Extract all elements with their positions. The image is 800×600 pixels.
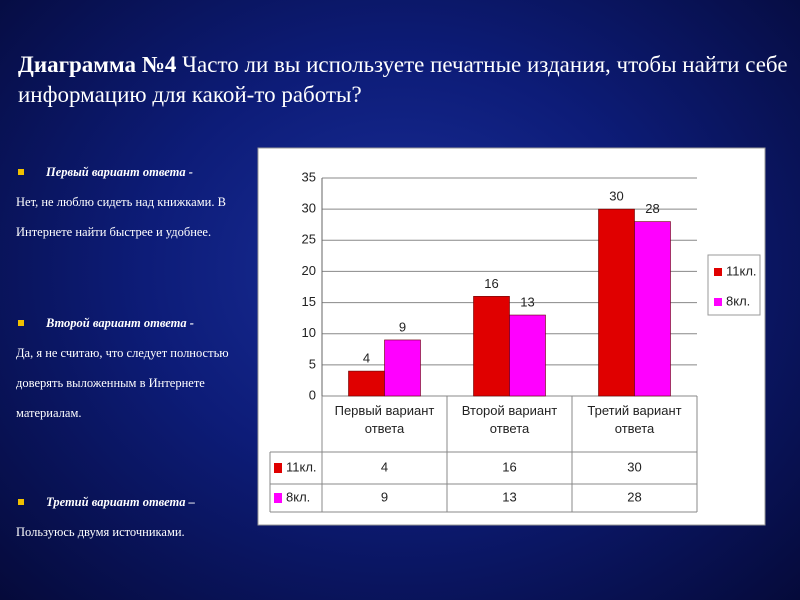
legend-key (714, 268, 722, 276)
bullet: Первый вариант ответа - Нет, не люблю сид… (16, 157, 256, 247)
y-tick-label: 10 (302, 325, 316, 340)
bullet-text: Да, я не считаю, что следует полностью д… (16, 346, 229, 420)
bullet-head: Третий вариант ответа – (16, 487, 256, 517)
legend-key (274, 493, 282, 503)
bar (509, 314, 546, 397)
bar (634, 221, 671, 397)
bullet-head: Первый вариант ответа - (16, 157, 256, 187)
y-tick-label: 15 (302, 294, 316, 309)
y-tick-label: 20 (302, 263, 316, 278)
table-row-label: 11кл. (286, 459, 317, 474)
data-label: 13 (520, 294, 534, 309)
legend-key (714, 298, 722, 306)
bullet-head: Второй вариант ответа - (16, 308, 256, 338)
table-value: 16 (502, 459, 516, 474)
bullet-text: Пользуюсь двумя источниками. (16, 525, 185, 539)
table-value: 30 (627, 459, 641, 474)
title: Диаграмма №4 Часто ли вы используете печ… (18, 50, 788, 110)
data-label: 28 (645, 201, 659, 216)
table-value: 13 (502, 489, 516, 504)
y-tick-label: 30 (302, 201, 316, 216)
title-text: Часто ли вы используете печатные издания… (18, 52, 788, 107)
y-tick-label: 0 (309, 387, 316, 402)
legend-key (274, 463, 282, 473)
bar (384, 339, 421, 397)
title-bold: Диаграмма №4 (18, 52, 177, 77)
y-tick-label: 25 (302, 232, 316, 247)
y-tick-label: 35 (302, 169, 316, 184)
legend (707, 254, 761, 316)
bullet: Третий вариант ответа – Пользуюсь двумя и… (16, 487, 256, 547)
bullet: Второй вариант ответа - Да, я не считаю, … (16, 308, 256, 428)
bar (348, 370, 385, 397)
bar (473, 296, 510, 397)
legend-label: 11кл. (726, 263, 757, 278)
x-tick-label: Второй вариант ответа (461, 403, 558, 436)
bar (598, 208, 635, 397)
x-tick-label: Третий вариант ответа (587, 403, 682, 436)
data-label: 30 (609, 189, 623, 204)
legend-label: 8кл. (726, 293, 750, 308)
y-tick-label: 5 (309, 356, 316, 371)
table-value: 4 (381, 459, 388, 474)
table-value: 28 (627, 489, 641, 504)
x-tick-label: Первый вариант ответа (334, 403, 435, 436)
table-row-label: 8кл. (286, 489, 310, 504)
data-label: 4 (363, 351, 370, 366)
bullet-text: Нет, не люблю сидеть над книжками. В Инт… (16, 195, 226, 239)
table-value: 9 (381, 489, 388, 504)
data-label: 9 (399, 319, 406, 334)
data-label: 16 (484, 276, 498, 291)
